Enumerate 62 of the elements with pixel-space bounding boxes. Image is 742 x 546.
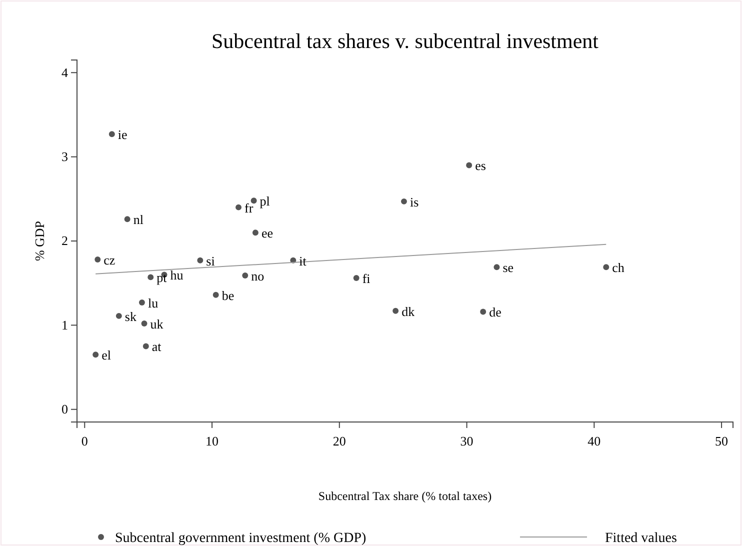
x-tick-label: 10 [206,433,219,448]
point [252,230,258,236]
point [212,292,219,298]
y-tick-label: 4 [62,64,68,80]
annotation: hu [170,268,184,283]
point [116,312,122,319]
point [92,352,99,358]
x-tick-label: 20 [332,433,346,448]
point [250,198,257,204]
point [148,274,154,280]
x-tick-label: 30 [460,433,474,448]
annotation: no [251,268,264,284]
point [124,216,130,222]
annotation: el [102,348,112,363]
annotation: dk [402,304,416,319]
point [138,299,145,306]
point [353,275,360,282]
point [603,264,610,270]
point [94,256,101,262]
x-tick-label: 0 [81,433,88,448]
point [142,343,149,350]
point [400,198,407,204]
x-tick-label: 40 [588,433,601,448]
annotation: uk [150,316,164,332]
point [236,204,242,210]
x-axis-title: Subcentral Tax share (% total taxes) [318,489,492,503]
annotation: at [152,339,162,354]
annotation: cz [104,252,116,268]
annotation: is [410,194,419,210]
annotation: es [475,158,486,174]
chart-title: Subcentral tax shares v. subcentral investment [211,29,599,53]
annotation: pl [260,194,270,209]
annotation: fi [362,271,371,286]
annotation: be [222,288,234,303]
point [466,162,472,168]
annotation: it [299,253,307,268]
annotation: nl [133,212,144,228]
annotation: lu [148,295,159,310]
annotation: ie [118,127,128,142]
annotation: pt [156,270,168,286]
annotation: ch [612,260,625,276]
legend-label: Fitted values [605,531,677,546]
point [141,320,148,326]
y-axis-title: % GDP [32,220,47,262]
y-tick-label: 1 [62,317,68,332]
point [392,308,399,314]
annotation: fr [244,200,254,216]
point [197,257,204,264]
annotation: se [502,260,514,276]
annotation: ee [261,226,274,241]
point [480,308,486,315]
annotation: sk [124,308,137,324]
annotation: de [489,304,502,320]
x-tick-label: 50 [715,433,728,448]
y-tick-label: 0 [62,402,68,417]
point [242,272,248,278]
y-tick-label: 2 [62,233,68,248]
annotation: si [206,253,216,268]
y-tick-label: 3 [62,148,68,164]
legend-label: Subcentral government investment (% GDP) [115,531,367,546]
point [108,131,115,138]
point [494,264,500,270]
